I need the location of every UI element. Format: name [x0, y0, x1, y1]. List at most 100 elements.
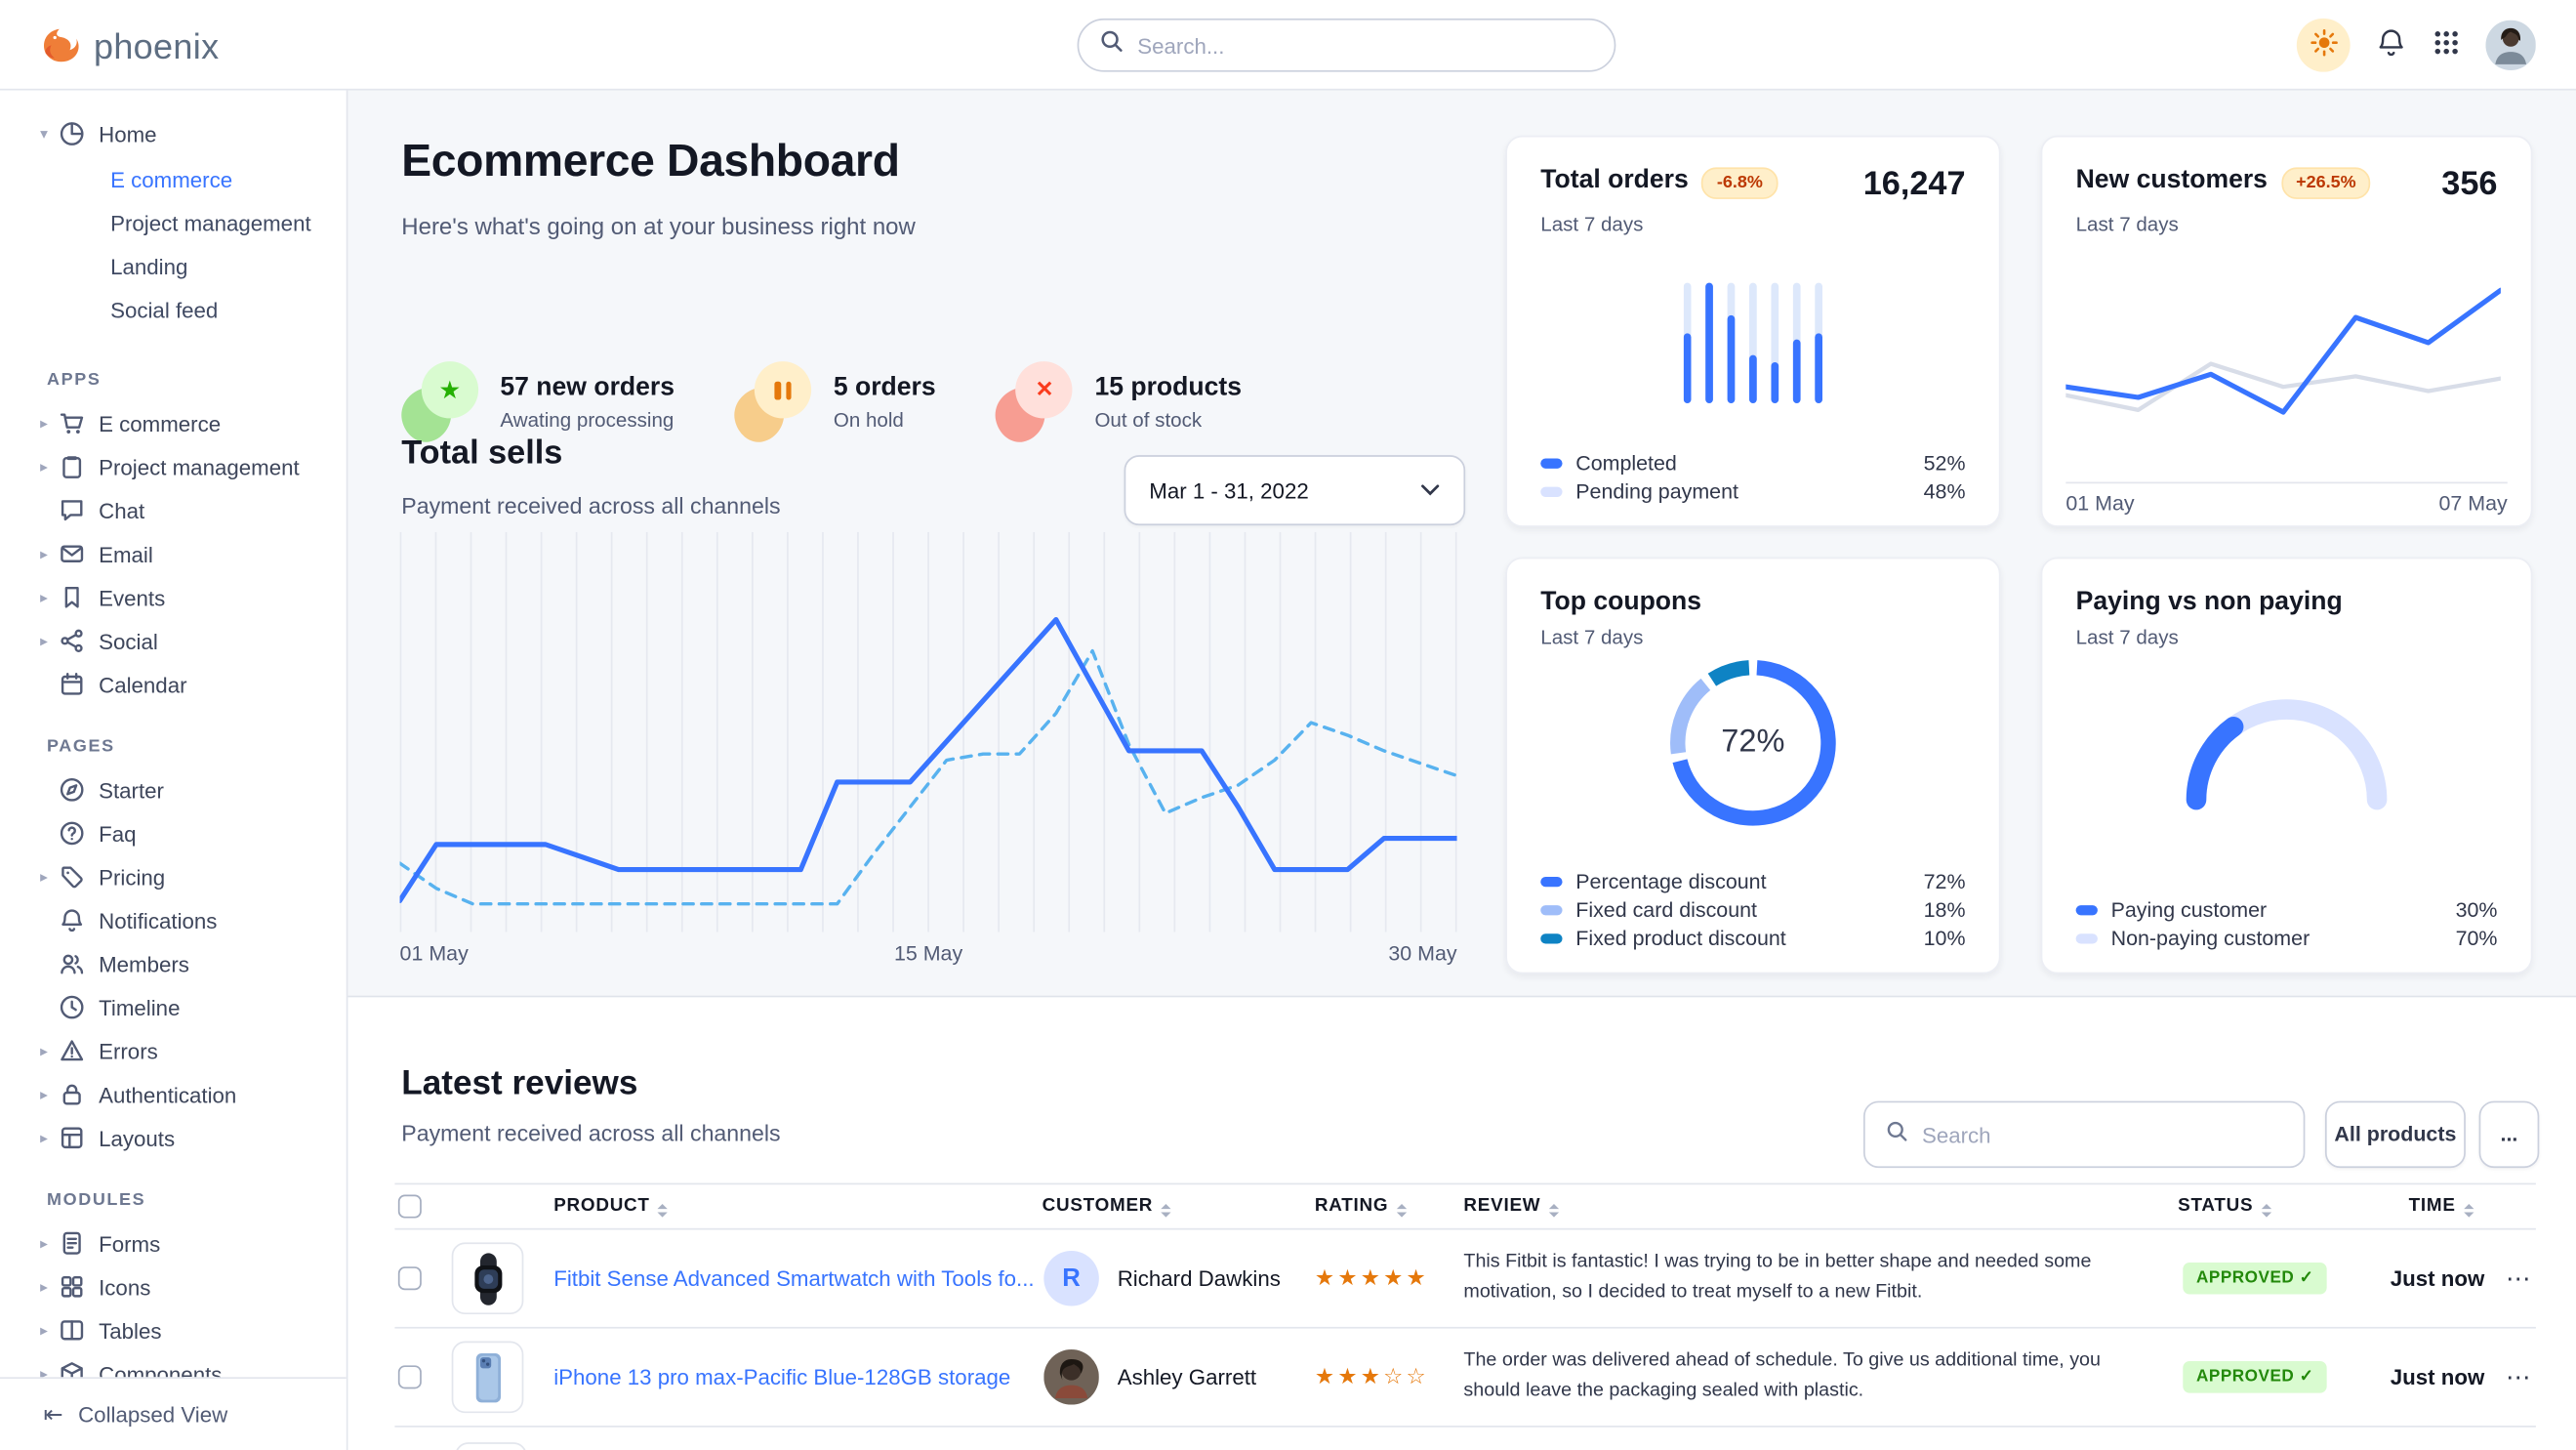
sidebar-item-pricing[interactable]: ▸ Pricing [0, 855, 347, 899]
sidebar-item-project-management[interactable]: ▸ Project management [0, 445, 347, 489]
sidebar-item-chat[interactable]: Chat [0, 488, 347, 532]
file-icon [59, 1230, 85, 1257]
column-header-status[interactable]: STATUS [2178, 1195, 2272, 1218]
sidebar-item-forms[interactable]: ▸ Forms [0, 1222, 347, 1265]
calendar-icon [59, 671, 85, 697]
reviews-search[interactable] [1862, 1100, 2306, 1169]
more-options-button[interactable]: ... [2478, 1100, 2540, 1169]
sidebar-item-calendar[interactable]: Calendar [0, 663, 347, 707]
date-range-select[interactable]: Mar 1 - 31, 2022 [1124, 455, 1466, 526]
review-text: This Fitbit is fantastic! I was trying t… [1463, 1252, 2092, 1303]
legend-label: Paying customer [2110, 897, 2268, 922]
table-row-partial [394, 1428, 2535, 1450]
pie-chart-icon [59, 120, 85, 146]
search-input[interactable] [1137, 32, 1595, 59]
customer-name: Richard Dawkins [1117, 1265, 1281, 1292]
bell-icon [2375, 26, 2407, 63]
sidebar-item-events[interactable]: ▸ Events [0, 575, 347, 619]
navbar-actions [2296, 0, 2536, 91]
sidebar-item-timeline[interactable]: Timeline [0, 985, 347, 1029]
column-header-product[interactable]: PRODUCT [553, 1195, 669, 1218]
legend-row: Fixed product discount 10% [1540, 924, 1966, 952]
column-header-review[interactable]: REVIEW [1463, 1195, 1560, 1218]
row-more-button[interactable]: ⋯ [2506, 1363, 2533, 1392]
bookmark-icon [59, 584, 85, 610]
sidebar-item-email[interactable]: ▸ Email [0, 532, 347, 576]
caret-right-icon: ▸ [40, 1320, 48, 1339]
all-products-button[interactable]: All products [2324, 1100, 2466, 1169]
global-search[interactable] [1077, 18, 1616, 72]
sidebar-item-authentication[interactable]: ▸ Authentication [0, 1072, 347, 1116]
pause-icon [729, 361, 812, 447]
stat-out-of-stock: ✕ 15 products Out of stock [991, 361, 1242, 447]
row-checkbox[interactable] [397, 1266, 422, 1291]
column-header-rating[interactable]: RATING [1315, 1195, 1408, 1218]
total-sells-chart [399, 531, 1457, 932]
sidebar-item-label: Forms [99, 1230, 161, 1257]
product-link[interactable]: Fitbit Sense Advanced Smartwatch with To… [553, 1265, 1035, 1292]
column-header-time[interactable]: TIME [2409, 1195, 2474, 1218]
sidebar-item-icons[interactable]: ▸ Icons [0, 1265, 347, 1309]
clipboard-icon [59, 453, 85, 479]
sidebar-item-label: Pricing [99, 864, 166, 890]
caret-right-icon: ▸ [40, 1277, 48, 1295]
sidebar-item-label: Errors [99, 1038, 158, 1064]
select-all-checkbox[interactable] [397, 1194, 422, 1219]
search-icon [1885, 1119, 1908, 1151]
card-title: Total orders [1540, 165, 1689, 194]
x-tick: 01 May [2065, 491, 2135, 516]
sidebar-item-e-commerce[interactable]: E commerce [110, 167, 233, 193]
stat-value: 5 orders [833, 372, 936, 401]
column-header-customer[interactable]: CUSTOMER [1043, 1195, 1172, 1218]
sidebar-item-project-management[interactable]: Project management [110, 210, 311, 236]
row-more-button[interactable]: ⋯ [2506, 1264, 2533, 1294]
sidebar-item-social-feed[interactable]: Social feed [110, 298, 219, 323]
reviews-title: Latest reviews [401, 1063, 638, 1103]
total-orders-bar-chart [1683, 282, 1823, 403]
sidebar-item-errors[interactable]: ▸ Errors [0, 1029, 347, 1073]
caret-down-icon: ▾ [40, 124, 48, 142]
sidebar-item-starter[interactable]: Starter [0, 768, 347, 812]
question-icon [59, 820, 85, 847]
collapsed-view-toggle[interactable]: ⇤ Collapsed View [0, 1377, 347, 1450]
row-checkbox[interactable] [397, 1365, 422, 1389]
sidebar-item-layouts[interactable]: ▸ Layouts [0, 1116, 347, 1160]
sidebar-item-label: Events [99, 584, 166, 610]
sidebar-item-landing[interactable]: Landing [110, 254, 188, 280]
card-period: Last 7 days [2075, 625, 2179, 649]
apps-grid-button[interactable] [2433, 28, 2461, 62]
total-orders-card: Total orders -6.8% 16,247 Last 7 days Co… [1505, 135, 2001, 527]
sidebar-item-label: Timeline [99, 994, 181, 1020]
brand[interactable]: phoenix [37, 21, 220, 75]
chart-legend: Completed 52% Pending payment 48% [1540, 448, 1966, 505]
user-avatar[interactable] [2485, 20, 2536, 70]
x-tick: 30 May [1388, 941, 1457, 966]
sidebar-item-home[interactable]: ▾ Home [0, 112, 347, 156]
sidebar-item-label: E commerce [99, 410, 222, 436]
sidebar-item-notifications[interactable]: Notifications [0, 898, 347, 942]
product-thumbnail [451, 1341, 524, 1414]
grid-dots-icon [2433, 28, 2461, 62]
product-link[interactable]: iPhone 13 pro max-Pacific Blue-128GB sto… [553, 1364, 1011, 1390]
reviews-table: PRODUCT CUSTOMER RATING REVIEW STATUS TI… [394, 1182, 2536, 1450]
sort-icon [2464, 1203, 2474, 1218]
legend-row: Pending payment 48% [1540, 476, 1966, 505]
review-text: The order was delivered ahead of schedul… [1463, 1350, 2102, 1401]
caret-right-icon: ▸ [40, 588, 48, 605]
time-cell: Just now [2390, 1364, 2485, 1390]
theme-toggle-button[interactable] [2296, 18, 2351, 72]
legend-chip [1540, 876, 1563, 887]
sidebar-item-e-commerce[interactable]: ▸ E commerce [0, 401, 347, 445]
reviews-search-input[interactable] [1921, 1121, 2284, 1147]
sidebar-item-social[interactable]: ▸ Social [0, 619, 347, 663]
sidebar-item-faq[interactable]: Faq [0, 811, 347, 855]
sun-icon [2310, 28, 2338, 62]
sidebar-item-members[interactable]: Members [0, 942, 347, 986]
sidebar-item-tables[interactable]: ▸ Tables [0, 1308, 347, 1352]
legend-row: Paying customer 30% [2075, 895, 2497, 924]
caret-right-icon: ▸ [40, 414, 48, 432]
notifications-button[interactable] [2375, 26, 2407, 63]
card-value: 356 [2441, 165, 2498, 203]
rating-stars: ★★★★★ [1314, 1264, 1429, 1291]
